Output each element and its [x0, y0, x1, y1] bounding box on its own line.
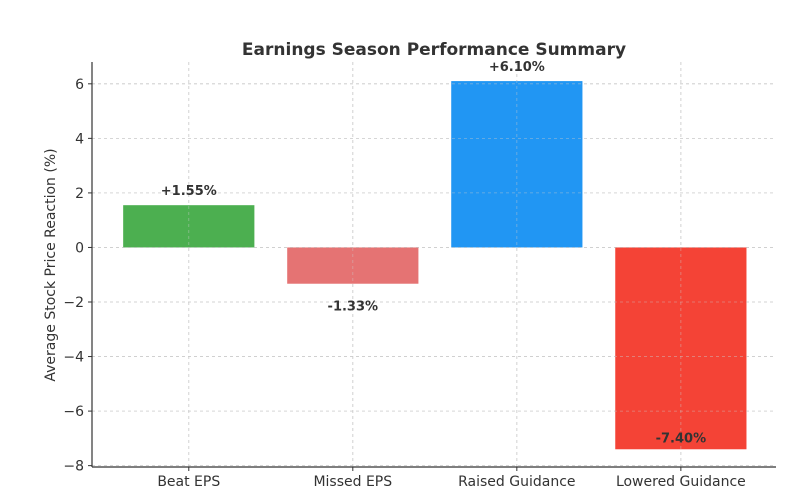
data-label: +1.55% — [161, 184, 217, 199]
y-tick-label: 4 — [75, 131, 84, 147]
chart-title: Earnings Season Performance Summary — [242, 40, 626, 60]
y-tick-label: 0 — [75, 240, 84, 256]
y-tick-label: −6 — [63, 404, 84, 420]
y-tick-label: 2 — [75, 186, 84, 202]
y-tick-label: 6 — [75, 77, 84, 93]
data-label: -1.33% — [328, 300, 379, 315]
axes: −8 −6 −4 −2 0 2 4 6 Beat EPS Missed EPS Raised Gui… — [63, 62, 776, 490]
x-tick-label: Lowered Guidance — [616, 474, 746, 490]
grid-overlay — [92, 62, 776, 467]
x-tick-label: Raised Guidance — [458, 474, 575, 490]
data-label: -7.40% — [656, 431, 707, 446]
bar-lowered-guidance — [615, 247, 747, 450]
y-axis-label: Average Stock Price Reaction (%) — [43, 148, 59, 381]
data-label: +6.10% — [489, 60, 545, 75]
bar-missed-eps — [287, 247, 419, 284]
bars — [123, 81, 747, 450]
y-tick-label: −4 — [63, 350, 84, 366]
data-labels: +1.55% -1.33% +6.10% -7.40% — [161, 60, 706, 446]
x-tick-label: Missed EPS — [313, 474, 392, 490]
x-tick-label: Beat EPS — [157, 474, 220, 490]
y-tick-label: −8 — [63, 459, 84, 475]
y-tick-label: −2 — [63, 295, 84, 311]
